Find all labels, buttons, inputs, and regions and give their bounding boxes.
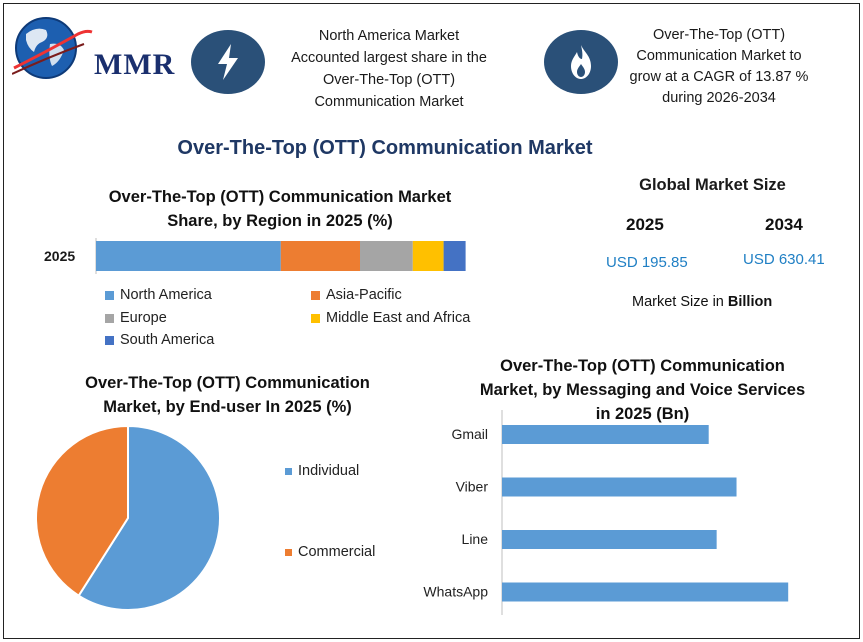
- legend-label: North America: [120, 287, 212, 303]
- legend-label: Individual: [298, 463, 360, 479]
- legend-asia-pacific: Asia-Pacific: [311, 287, 402, 303]
- messaging-title-line-3: in 2025 (Bn): [595, 405, 690, 423]
- enduser-pie-chart: [35, 424, 221, 611]
- region-title-line-1: Over-The-Top (OTT) Communication Market: [108, 188, 452, 206]
- legend-label: South America: [120, 332, 215, 348]
- market-value-2025: USD 195.85: [606, 254, 688, 271]
- market-size-unit-note: Market Size in Billion: [632, 294, 772, 310]
- region-segment-north-america: [96, 241, 281, 271]
- lightning-icon: [218, 44, 238, 80]
- header-badge-1: [191, 30, 265, 94]
- fact2-line-2: Communication Market to: [636, 48, 802, 64]
- unit-note-prefix: Market Size in: [632, 294, 728, 310]
- legend-swatch: [311, 290, 320, 300]
- legend-label: Commercial: [298, 544, 376, 560]
- messaging-title-line-2: Market, by Messaging and Voice Services: [479, 381, 806, 399]
- region-segment-south-america: [443, 241, 466, 271]
- region-segment-asia-pacific: [280, 241, 360, 271]
- bar-label-line: Line: [462, 531, 489, 547]
- global-market-title: Global Market Size: [639, 176, 786, 194]
- fact1-line-2: Accounted largest share in the: [291, 50, 487, 66]
- enduser-chart-title: Over-The-Top (OTT) Communication Market,…: [60, 371, 395, 419]
- pie-slice-individual: [77, 424, 221, 611]
- region-segment-europe: [360, 241, 413, 271]
- unit-note-bold: Billion: [727, 294, 773, 310]
- legend-europe: Europe: [105, 310, 167, 326]
- legend-label: Europe: [120, 310, 167, 326]
- legend-commercial: Commercial: [285, 544, 375, 560]
- fact2-line-4: during 2026-2034: [662, 90, 776, 106]
- header-badge-2: [544, 30, 618, 94]
- year-2034: 2034: [765, 215, 803, 234]
- fact1-line-1: North America Market: [318, 28, 460, 44]
- legend-swatch: [285, 467, 292, 475]
- bar-whatsapp: [502, 582, 789, 602]
- region-title-line-2: Share, by Region in 2025 (%): [167, 212, 393, 230]
- legend-swatch: [105, 313, 114, 323]
- region-legend: North America Asia-Pacific Europe Middle…: [105, 287, 505, 353]
- legend-swatch: [285, 548, 292, 556]
- enduser-title-line-1: Over-The-Top (OTT) Communication: [85, 374, 370, 392]
- globe-icon: [12, 17, 93, 79]
- mmr-logo: MMR: [12, 14, 177, 84]
- bar-label-gmail: Gmail: [451, 426, 488, 442]
- page-title: Over-The-Top (OTT) Communication Market: [177, 137, 593, 159]
- header-fact-1: North America Market Accounted largest s…: [268, 25, 510, 113]
- legend-swatch: [311, 313, 320, 323]
- infographic-frame: [3, 3, 860, 639]
- messaging-chart-title: Over-The-Top (OTT) Communication Market,…: [455, 354, 830, 426]
- legend-label: Asia-Pacific: [326, 287, 402, 303]
- region-category-label: 2025: [44, 248, 76, 264]
- market-value-2034: USD 630.41: [743, 251, 825, 268]
- legend-south-america: South America: [105, 332, 214, 348]
- region-chart-title: Over-The-Top (OTT) Communication Market …: [85, 185, 475, 233]
- bar-label-viber: Viber: [456, 479, 489, 495]
- messaging-bar-chart: Gmail Viber Line WhatsApp: [423, 410, 789, 615]
- legend-individual: Individual: [285, 463, 359, 479]
- bar-label-whatsapp: WhatsApp: [423, 584, 488, 600]
- enduser-title-line-2: Market, by End-user In 2025 (%): [103, 398, 352, 416]
- header-fact-2: Over-The-Top (OTT) Communication Market …: [614, 25, 824, 109]
- legend-north-america: North America: [105, 287, 212, 303]
- fact2-line-1: Over-The-Top (OTT): [652, 27, 786, 43]
- pie-slice-commercial: [35, 424, 129, 598]
- region-stacked-bar-chart: [95, 238, 466, 274]
- logo-text: MMR: [94, 48, 176, 81]
- flame-icon: [571, 45, 591, 79]
- legend-swatch: [105, 335, 114, 345]
- legend-label: Middle East and Africa: [326, 310, 471, 326]
- fact2-line-3: grow at a CAGR of 13.87 %: [629, 69, 809, 85]
- bar-gmail: [502, 425, 709, 444]
- year-2025: 2025: [626, 215, 664, 234]
- fact1-line-3: Over-The-Top (OTT): [322, 72, 456, 88]
- messaging-title-line-1: Over-The-Top (OTT) Communication: [500, 357, 785, 375]
- bar-viber: [502, 477, 737, 497]
- legend-mea: Middle East and Africa: [311, 310, 470, 326]
- fact1-line-4: Communication Market: [314, 94, 464, 110]
- region-segment-middle-east-and-africa: [412, 241, 444, 271]
- legend-swatch: [105, 290, 114, 300]
- bar-line: [502, 530, 717, 549]
